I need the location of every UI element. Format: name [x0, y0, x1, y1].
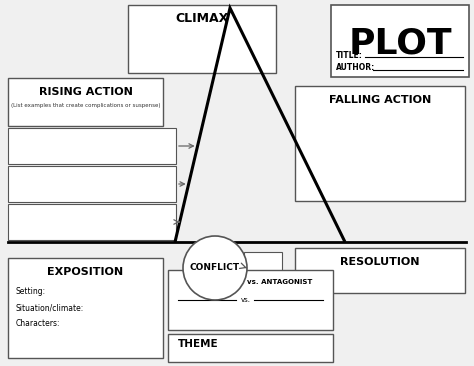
Text: (List examples that create complications or suspense): (List examples that create complications… — [11, 104, 160, 108]
Text: THEME: THEME — [178, 339, 219, 349]
Bar — [244, 252, 282, 282]
Bar — [168, 334, 333, 362]
Bar — [8, 128, 176, 164]
Bar — [168, 270, 333, 330]
Text: CONFLICT: CONFLICT — [190, 264, 240, 273]
Bar — [295, 86, 465, 201]
Bar — [128, 5, 276, 73]
Text: Characters:: Characters: — [16, 318, 61, 328]
Text: EXPOSITION: EXPOSITION — [47, 267, 124, 277]
Text: TITLE:: TITLE: — [336, 51, 363, 60]
Text: AUTHOR:: AUTHOR: — [336, 63, 375, 72]
Bar — [8, 78, 163, 126]
Bar — [295, 248, 465, 293]
Text: Situation/climate:: Situation/climate: — [16, 303, 84, 313]
Text: CLIMAX: CLIMAX — [175, 12, 228, 26]
Text: PLOT: PLOT — [348, 26, 452, 60]
Bar — [8, 166, 176, 202]
Text: RISING ACTION: RISING ACTION — [38, 87, 132, 97]
Circle shape — [183, 236, 247, 300]
Bar — [8, 258, 163, 358]
Text: RESOLUTION: RESOLUTION — [340, 257, 420, 267]
Text: vs.: vs. — [241, 297, 251, 303]
Text: Setting:: Setting: — [16, 288, 46, 296]
Bar — [8, 204, 176, 240]
Text: PROTAGONIST vs. ANTAGONIST: PROTAGONIST vs. ANTAGONIST — [188, 279, 313, 285]
Bar — [331, 5, 469, 77]
Text: FALLING ACTION: FALLING ACTION — [329, 95, 431, 105]
